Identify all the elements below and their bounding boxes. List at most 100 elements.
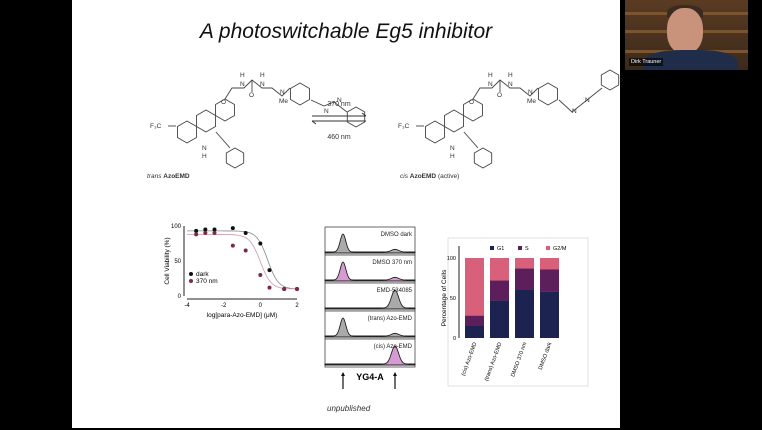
y-tick-label: 50 (450, 296, 456, 302)
histogram-peak (324, 345, 416, 366)
nh-label: N (260, 81, 265, 88)
data-point (212, 227, 217, 232)
piperidine-ring (444, 109, 464, 133)
data-point (212, 231, 217, 235)
carbonyl-oxygen-label: O (249, 92, 254, 99)
bar-segment-g2m (515, 258, 534, 269)
participant-name: Dirk Trauner (629, 58, 664, 66)
x-tick-label: 0 (259, 303, 263, 309)
legend-marker (490, 246, 494, 250)
phenyl-ring (225, 147, 245, 169)
cell-cycle-bar-chart: 0 50 100 Percentage of Cells (cis) Azo-EMD (t… (441, 237, 589, 387)
x-tick-label: DMSO dark (538, 341, 554, 370)
equilibrium-arrows (311, 112, 367, 125)
nh-label: N (240, 81, 245, 88)
histogram-peak (324, 233, 416, 254)
presentation-slide: A photoswitchable Eg5 inhibitor F₃C O O N H N… (72, 0, 620, 428)
bar-segment-g1 (540, 291, 559, 338)
legend-label: G2/M (553, 246, 567, 252)
data-point (282, 287, 287, 291)
cis-label: cis AzoEMD (active) (400, 173, 459, 180)
flow-histogram-panel: DMSO dark DMSO 370 nm EMD-534085 (trans) Az… (324, 226, 416, 389)
piperidine-ring (196, 109, 216, 133)
nh-label: N (508, 81, 513, 88)
h-label: H (450, 153, 455, 160)
linker-chain (224, 79, 291, 100)
unpublished-note: unpublished (327, 404, 371, 413)
y-axis-label: Percentage of Cells (441, 269, 448, 326)
amine-label: N (528, 89, 533, 96)
bar-segment-g1 (490, 300, 509, 338)
x-axis-label: log[para-Azo-EMD] (μM) (207, 312, 278, 319)
participant-video-tile[interactable]: Dirk Trauner (625, 0, 748, 70)
data-point (267, 285, 272, 290)
data-point (267, 268, 272, 273)
arrowhead-icon (341, 372, 345, 376)
methyl-label: Me (527, 98, 536, 105)
bar-segment-s (465, 315, 484, 326)
azo-bond (558, 87, 603, 113)
legend-label: S (525, 246, 529, 252)
pyran-ring (463, 98, 483, 122)
pyran-ring (215, 98, 235, 122)
y-tick-label: 50 (174, 259, 181, 265)
y-tick-label: 100 (447, 256, 456, 262)
legend-label: dark (196, 271, 209, 278)
bar-segment-g2m (540, 258, 559, 270)
h-label: H (508, 72, 513, 79)
dose-response-chart: 0 50 100 -4 -2 0 2 log[para-Azo-EMD] (μM) Cell V… (164, 224, 299, 319)
legend-marker (189, 279, 193, 283)
benzo-ring (177, 120, 197, 144)
arrowhead-icon (393, 372, 397, 376)
phenyl-ring (473, 147, 493, 169)
azo-n-label: N (572, 108, 577, 115)
h-label: H (488, 72, 493, 79)
y-tick-label: 0 (453, 336, 456, 342)
participant-avatar (667, 8, 703, 54)
phenyl-bond (463, 131, 479, 149)
benzyl-ring (290, 82, 310, 106)
data-point (194, 228, 199, 233)
cf3-label: F₃C (150, 123, 162, 130)
phenyl-bond (215, 131, 231, 149)
x-tick-label: 2 (295, 303, 299, 309)
x-tick-label: (cis) Azo-EMD (461, 342, 479, 377)
forward-wavelength: 370 nm (327, 101, 351, 108)
bar-segment-s (515, 268, 534, 290)
bar-segment-g2m (465, 258, 484, 316)
bar-segment-s (540, 269, 559, 292)
x-tick-label: -4 (184, 303, 190, 309)
x-axis-label: YG4-A (356, 372, 384, 382)
oxygen-label: O (221, 99, 226, 106)
azo-phenyl-ring (346, 106, 366, 128)
histogram-label: (cis) Azo-EMD (374, 344, 413, 350)
histogram-peak (324, 289, 416, 310)
chart-frame (447, 237, 589, 387)
ring-nh-label: N (450, 145, 455, 152)
x-tick-label: (trans) Azo-EMD (484, 342, 504, 382)
benzo-ring (425, 120, 445, 144)
h-label: H (260, 72, 265, 79)
data-point (258, 241, 263, 246)
amine-label: N (280, 89, 285, 96)
legend-marker (518, 246, 522, 250)
bar-segment-s (490, 280, 509, 301)
data-point (230, 226, 235, 231)
benzyl-ring (538, 82, 558, 106)
x-tick-label: -2 (221, 303, 227, 309)
carbonyl-oxygen-label: O (497, 92, 502, 99)
h-label: H (240, 72, 245, 79)
histogram-label: DMSO 370 nm (372, 260, 412, 266)
reverse-wavelength: 460 nm (327, 134, 351, 141)
cf3-label: F₃C (398, 123, 410, 130)
azo-n-label: N (585, 97, 590, 104)
y-tick-label: 100 (171, 224, 182, 230)
data-point (230, 243, 235, 248)
azo-n-label: N (324, 108, 329, 115)
data-point (295, 287, 299, 291)
oxygen-label: O (469, 99, 474, 106)
azo-n-label: N (337, 97, 342, 104)
data-point (194, 232, 199, 237)
bar-segment-g1 (465, 326, 484, 338)
